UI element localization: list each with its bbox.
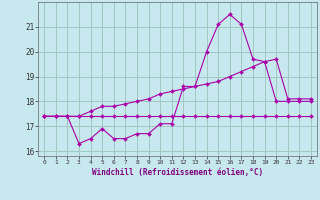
X-axis label: Windchill (Refroidissement éolien,°C): Windchill (Refroidissement éolien,°C) — [92, 168, 263, 177]
